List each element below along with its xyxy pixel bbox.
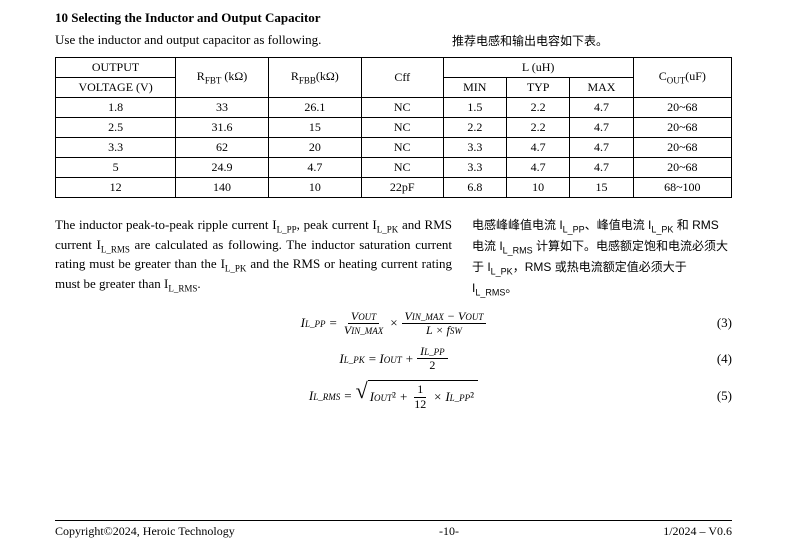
footer-right: 1/2024 – V0.6 bbox=[663, 524, 732, 539]
table-row: 1.83326.1NC1.52.24.720~68 bbox=[56, 98, 732, 118]
th-output: OUTPUT bbox=[56, 58, 176, 78]
eqnum-5: (5) bbox=[717, 388, 732, 404]
paragraph-chinese: 电感峰峰值电流 IL_PP、峰值电流 IL_PK 和 RMS 电流 IL_RMS… bbox=[472, 216, 732, 300]
sqrt-icon: √ bbox=[356, 380, 368, 410]
table-cell: 2.2 bbox=[443, 118, 506, 138]
table-row: 121401022pF6.8101568~100 bbox=[56, 178, 732, 198]
table-cell: 33 bbox=[176, 98, 269, 118]
intro-left-text: Use the inductor and output capacitor as… bbox=[55, 32, 452, 49]
table-cell: 2.2 bbox=[506, 118, 569, 138]
table-cell: 31.6 bbox=[176, 118, 269, 138]
table-cell: 15 bbox=[268, 118, 361, 138]
table-cell: 2.2 bbox=[506, 98, 569, 118]
th-cff: Cff bbox=[361, 58, 443, 98]
th-cout: COUT(uF) bbox=[633, 58, 731, 98]
th-max: MAX bbox=[570, 78, 633, 98]
table-cell: 24.9 bbox=[176, 158, 269, 178]
table-body: 1.83326.1NC1.52.24.720~682.531.615NC2.22… bbox=[56, 98, 732, 198]
table-row: 2.531.615NC2.22.24.720~68 bbox=[56, 118, 732, 138]
table-cell: 62 bbox=[176, 138, 269, 158]
table-header-row1: OUTPUT RFBT (kΩ) RFBB(kΩ) Cff L (uH) COU… bbox=[56, 58, 732, 78]
table-cell: 20 bbox=[268, 138, 361, 158]
table-cell: 4.7 bbox=[570, 98, 633, 118]
table-cell: NC bbox=[361, 138, 443, 158]
table-cell: 4.7 bbox=[506, 158, 569, 178]
equation-3: IL_PP = VOUT VIN_MAX × VIN_MAX − VOUT L … bbox=[55, 310, 732, 337]
th-typ: TYP bbox=[506, 78, 569, 98]
table-row: 3.36220NC3.34.74.720~68 bbox=[56, 138, 732, 158]
table-cell: 5 bbox=[56, 158, 176, 178]
page-footer: Copyright©2024, Heroic Technology -10- 1… bbox=[55, 520, 732, 539]
table-cell: NC bbox=[361, 158, 443, 178]
section-heading: 10 Selecting the Inductor and Output Cap… bbox=[55, 10, 732, 26]
table-cell: 140 bbox=[176, 178, 269, 198]
table-cell: 1.8 bbox=[56, 98, 176, 118]
table-cell: 20~68 bbox=[633, 98, 731, 118]
equation-4: IL_PK = = IIOUT + IL_PP 2 (4) bbox=[55, 345, 732, 372]
table-cell: 20~68 bbox=[633, 158, 731, 178]
footer-left: Copyright©2024, Heroic Technology bbox=[55, 524, 235, 539]
table-cell: 20~68 bbox=[633, 118, 731, 138]
paragraph-english: The inductor peak-to-peak ripple current… bbox=[55, 216, 452, 300]
table-cell: 1.5 bbox=[443, 98, 506, 118]
table-cell: 68~100 bbox=[633, 178, 731, 198]
table-cell: 4.7 bbox=[570, 158, 633, 178]
table-cell: 10 bbox=[506, 178, 569, 198]
table-cell: 3.3 bbox=[443, 138, 506, 158]
table-cell: 3.3 bbox=[56, 138, 176, 158]
equations: IL_PP = VOUT VIN_MAX × VIN_MAX − VOUT L … bbox=[55, 310, 732, 411]
intro-row: Use the inductor and output capacitor as… bbox=[55, 32, 732, 49]
table-cell: 15 bbox=[570, 178, 633, 198]
th-rfbt: RFBT (kΩ) bbox=[176, 58, 269, 98]
th-voltage: VOLTAGE (V) bbox=[56, 78, 176, 98]
eqnum-4: (4) bbox=[717, 351, 732, 367]
table-cell: 10 bbox=[268, 178, 361, 198]
th-l: L (uH) bbox=[443, 58, 633, 78]
table-cell: 6.8 bbox=[443, 178, 506, 198]
th-min: MIN bbox=[443, 78, 506, 98]
table-cell: 20~68 bbox=[633, 138, 731, 158]
table-cell: 3.3 bbox=[443, 158, 506, 178]
table-cell: 12 bbox=[56, 178, 176, 198]
component-table: OUTPUT RFBT (kΩ) RFBB(kΩ) Cff L (uH) COU… bbox=[55, 57, 732, 198]
paragraph-row: The inductor peak-to-peak ripple current… bbox=[55, 216, 732, 300]
eqnum-3: (3) bbox=[717, 315, 732, 331]
page: 10 Selecting the Inductor and Output Cap… bbox=[0, 0, 787, 557]
equation-5: IL_RMS = √ IOUT² + 1 12 × IL_PP² ( bbox=[55, 380, 732, 410]
table-cell: 4.7 bbox=[570, 118, 633, 138]
table-cell: 26.1 bbox=[268, 98, 361, 118]
table-cell: NC bbox=[361, 118, 443, 138]
table-cell: NC bbox=[361, 98, 443, 118]
th-rfbb: RFBB(kΩ) bbox=[268, 58, 361, 98]
table-cell: 22pF bbox=[361, 178, 443, 198]
table-cell: 2.5 bbox=[56, 118, 176, 138]
table-cell: 4.7 bbox=[506, 138, 569, 158]
table-cell: 4.7 bbox=[570, 138, 633, 158]
table-cell: 4.7 bbox=[268, 158, 361, 178]
intro-right-text: 推荐电感和输出电容如下表。 bbox=[452, 32, 732, 49]
footer-center: -10- bbox=[439, 524, 459, 539]
table-row: 524.94.7NC3.34.74.720~68 bbox=[56, 158, 732, 178]
